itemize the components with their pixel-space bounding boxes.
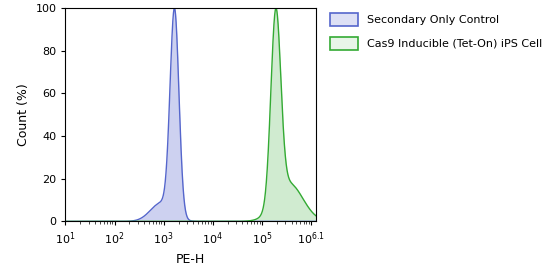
X-axis label: PE-H: PE-H (176, 252, 205, 266)
Y-axis label: Count (%): Count (%) (17, 83, 30, 146)
Legend: Secondary Only Control, Cas9 Inducible (Tet-On) iPS Cell Pool: Secondary Only Control, Cas9 Inducible (… (326, 9, 545, 53)
